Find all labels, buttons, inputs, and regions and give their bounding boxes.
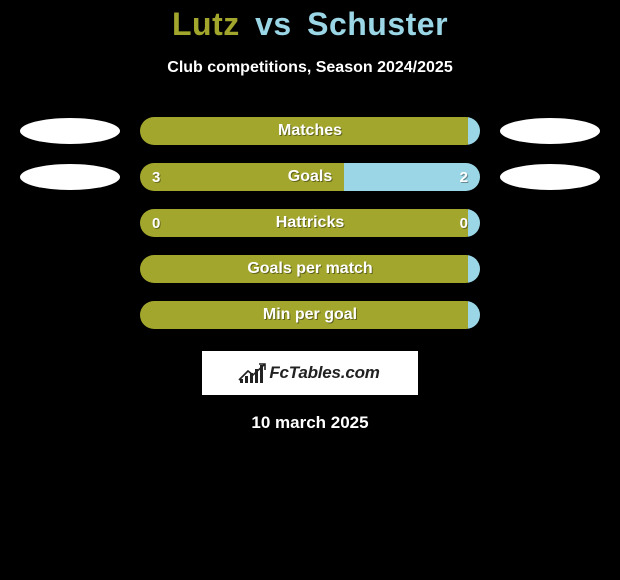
left-value: 0 bbox=[152, 215, 160, 232]
stat-row: 00Hattricks bbox=[0, 209, 620, 237]
bar-segment-left bbox=[140, 255, 468, 283]
right-value: 0 bbox=[460, 215, 468, 232]
stat-bar: Goals per match bbox=[140, 255, 480, 283]
bar-segment-right bbox=[468, 117, 480, 145]
bar-segment-left: 3 bbox=[140, 163, 344, 191]
right-ellipse bbox=[500, 118, 600, 144]
left-spacer bbox=[20, 210, 120, 236]
left-ellipse bbox=[20, 118, 120, 144]
date-label: 10 march 2025 bbox=[0, 413, 620, 433]
stat-rows: Matches32Goals00HattricksGoals per match… bbox=[0, 117, 620, 329]
right-spacer bbox=[500, 256, 600, 282]
left-spacer bbox=[20, 302, 120, 328]
bar-segment-right bbox=[468, 255, 480, 283]
stat-bar: 32Goals bbox=[140, 163, 480, 191]
right-ellipse bbox=[500, 164, 600, 190]
right-spacer bbox=[500, 302, 600, 328]
page-title: Lutz vs Schuster bbox=[0, 0, 620, 43]
bar-segment-right: 2 bbox=[344, 163, 480, 191]
stat-row: Goals per match bbox=[0, 255, 620, 283]
chart-icon bbox=[240, 363, 263, 383]
subtitle: Club competitions, Season 2024/2025 bbox=[0, 59, 620, 77]
title-vs: vs bbox=[255, 6, 292, 42]
bar-segment-right bbox=[468, 301, 480, 329]
stat-bar: 00Hattricks bbox=[140, 209, 480, 237]
bar-segment-right: 0 bbox=[468, 209, 480, 237]
bar-segment-left: 0 bbox=[140, 209, 468, 237]
stat-row: Min per goal bbox=[0, 301, 620, 329]
stat-bar: Matches bbox=[140, 117, 480, 145]
left-ellipse bbox=[20, 164, 120, 190]
left-value: 3 bbox=[152, 169, 160, 186]
right-value: 2 bbox=[460, 169, 468, 186]
stat-row: 32Goals bbox=[0, 163, 620, 191]
brand-text: FcTables.com bbox=[269, 363, 379, 383]
right-spacer bbox=[500, 210, 600, 236]
bar-segment-left bbox=[140, 301, 468, 329]
brand-logo: FcTables.com bbox=[202, 351, 418, 395]
stat-bar: Min per goal bbox=[140, 301, 480, 329]
title-player2: Schuster bbox=[307, 6, 448, 42]
stat-row: Matches bbox=[0, 117, 620, 145]
title-player1: Lutz bbox=[172, 6, 240, 42]
bar-segment-left bbox=[140, 117, 468, 145]
left-spacer bbox=[20, 256, 120, 282]
